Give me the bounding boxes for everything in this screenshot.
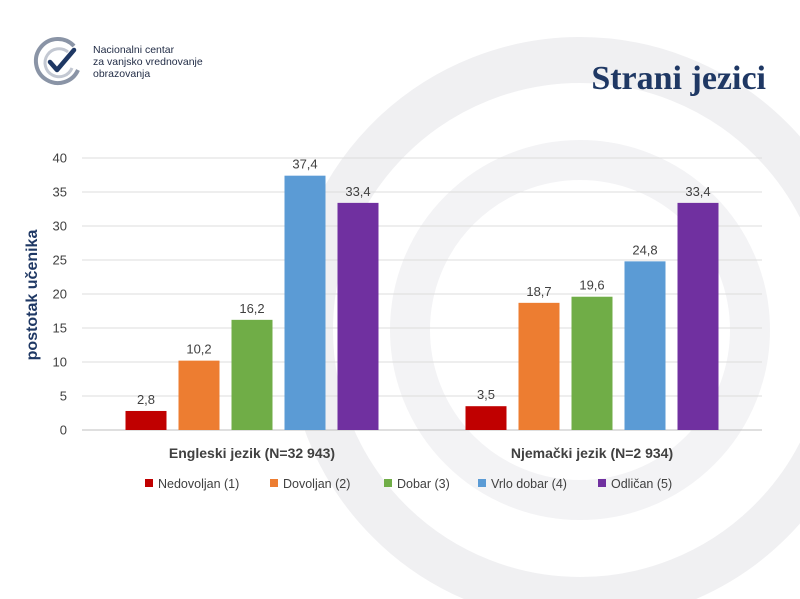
y-tick-label: 30 <box>53 219 67 234</box>
bar <box>677 202 719 430</box>
data-label: 24,8 <box>632 242 657 257</box>
y-tick-label: 15 <box>53 321 67 336</box>
y-tick-label: 10 <box>53 355 67 370</box>
data-label: 3,5 <box>477 387 495 402</box>
legend-label: Dovoljan (2) <box>283 477 350 491</box>
legend-swatch <box>145 479 153 487</box>
y-axis-label: postotak učenika <box>24 230 41 361</box>
data-label: 2,8 <box>137 392 155 407</box>
data-label: 18,7 <box>526 284 551 299</box>
legend-swatch <box>270 479 278 487</box>
category-label: Njemački jezik (N=2 934) <box>511 445 673 461</box>
ncvvo-logo <box>33 37 80 85</box>
legend-swatch <box>478 479 486 487</box>
legend-swatch <box>598 479 606 487</box>
data-label: 10,2 <box>186 342 211 357</box>
data-label: 37,4 <box>292 157 317 172</box>
page-title: Strani jezici <box>591 60 766 97</box>
bar <box>178 360 220 430</box>
data-label: 33,4 <box>685 184 710 199</box>
bar <box>337 202 379 430</box>
y-tick-label: 40 <box>53 151 67 166</box>
category-label: Engleski jezik (N=32 943) <box>169 445 335 461</box>
data-label: 33,4 <box>345 184 370 199</box>
bar <box>465 406 507 430</box>
y-tick-label: 35 <box>53 185 67 200</box>
org-name-line-2: za vanjsko vrednovanje <box>93 56 203 68</box>
bar <box>125 410 167 430</box>
org-name-line-3: obrazovanja <box>93 68 151 80</box>
bar <box>624 261 666 430</box>
y-tick-label: 0 <box>60 423 67 438</box>
data-label: 16,2 <box>239 301 264 316</box>
legend-label: Vrlo dobar (4) <box>491 477 567 491</box>
y-tick-label: 5 <box>60 389 67 404</box>
bar <box>231 319 273 430</box>
y-tick-label: 25 <box>53 253 67 268</box>
data-label: 19,6 <box>579 278 604 293</box>
y-tick-label: 20 <box>53 287 67 302</box>
bar <box>518 302 560 430</box>
legend-label: Odličan (5) <box>611 477 672 491</box>
bar <box>571 296 613 430</box>
legend-label: Nedovoljan (1) <box>158 477 239 491</box>
org-name-line-1: Nacionalni centar <box>93 44 175 56</box>
bar <box>284 175 326 430</box>
legend-label: Dobar (3) <box>397 477 450 491</box>
legend-swatch <box>384 479 392 487</box>
